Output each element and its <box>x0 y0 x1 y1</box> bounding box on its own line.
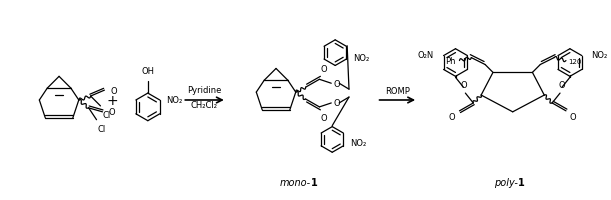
Text: O: O <box>333 99 340 108</box>
Text: CH₂Cl₂: CH₂Cl₂ <box>191 100 218 109</box>
Text: NO₂: NO₂ <box>167 96 183 105</box>
Text: 1: 1 <box>518 177 524 187</box>
Text: 120: 120 <box>568 58 581 64</box>
Text: OH: OH <box>141 67 155 76</box>
Text: Pyridine: Pyridine <box>187 85 221 94</box>
Text: Cl: Cl <box>98 124 106 133</box>
Text: ROMP: ROMP <box>385 86 410 95</box>
Text: poly-: poly- <box>494 177 518 187</box>
Text: O₂N: O₂N <box>417 51 434 60</box>
Text: 1: 1 <box>310 177 317 187</box>
Text: O: O <box>558 81 565 90</box>
Text: +: + <box>106 94 118 107</box>
Text: NO₂: NO₂ <box>591 51 608 60</box>
Text: O: O <box>460 81 467 90</box>
Text: Ph: Ph <box>445 57 456 66</box>
Text: O: O <box>449 112 456 121</box>
Text: O: O <box>111 86 117 95</box>
Text: O: O <box>333 79 340 88</box>
Text: Cl: Cl <box>103 110 111 119</box>
Text: O: O <box>570 112 577 121</box>
Text: mono-: mono- <box>279 177 310 187</box>
Text: NO₂: NO₂ <box>353 54 369 63</box>
Text: O: O <box>320 65 327 74</box>
Text: O: O <box>108 108 115 117</box>
Text: O: O <box>320 113 327 122</box>
Text: NO₂: NO₂ <box>350 138 366 147</box>
